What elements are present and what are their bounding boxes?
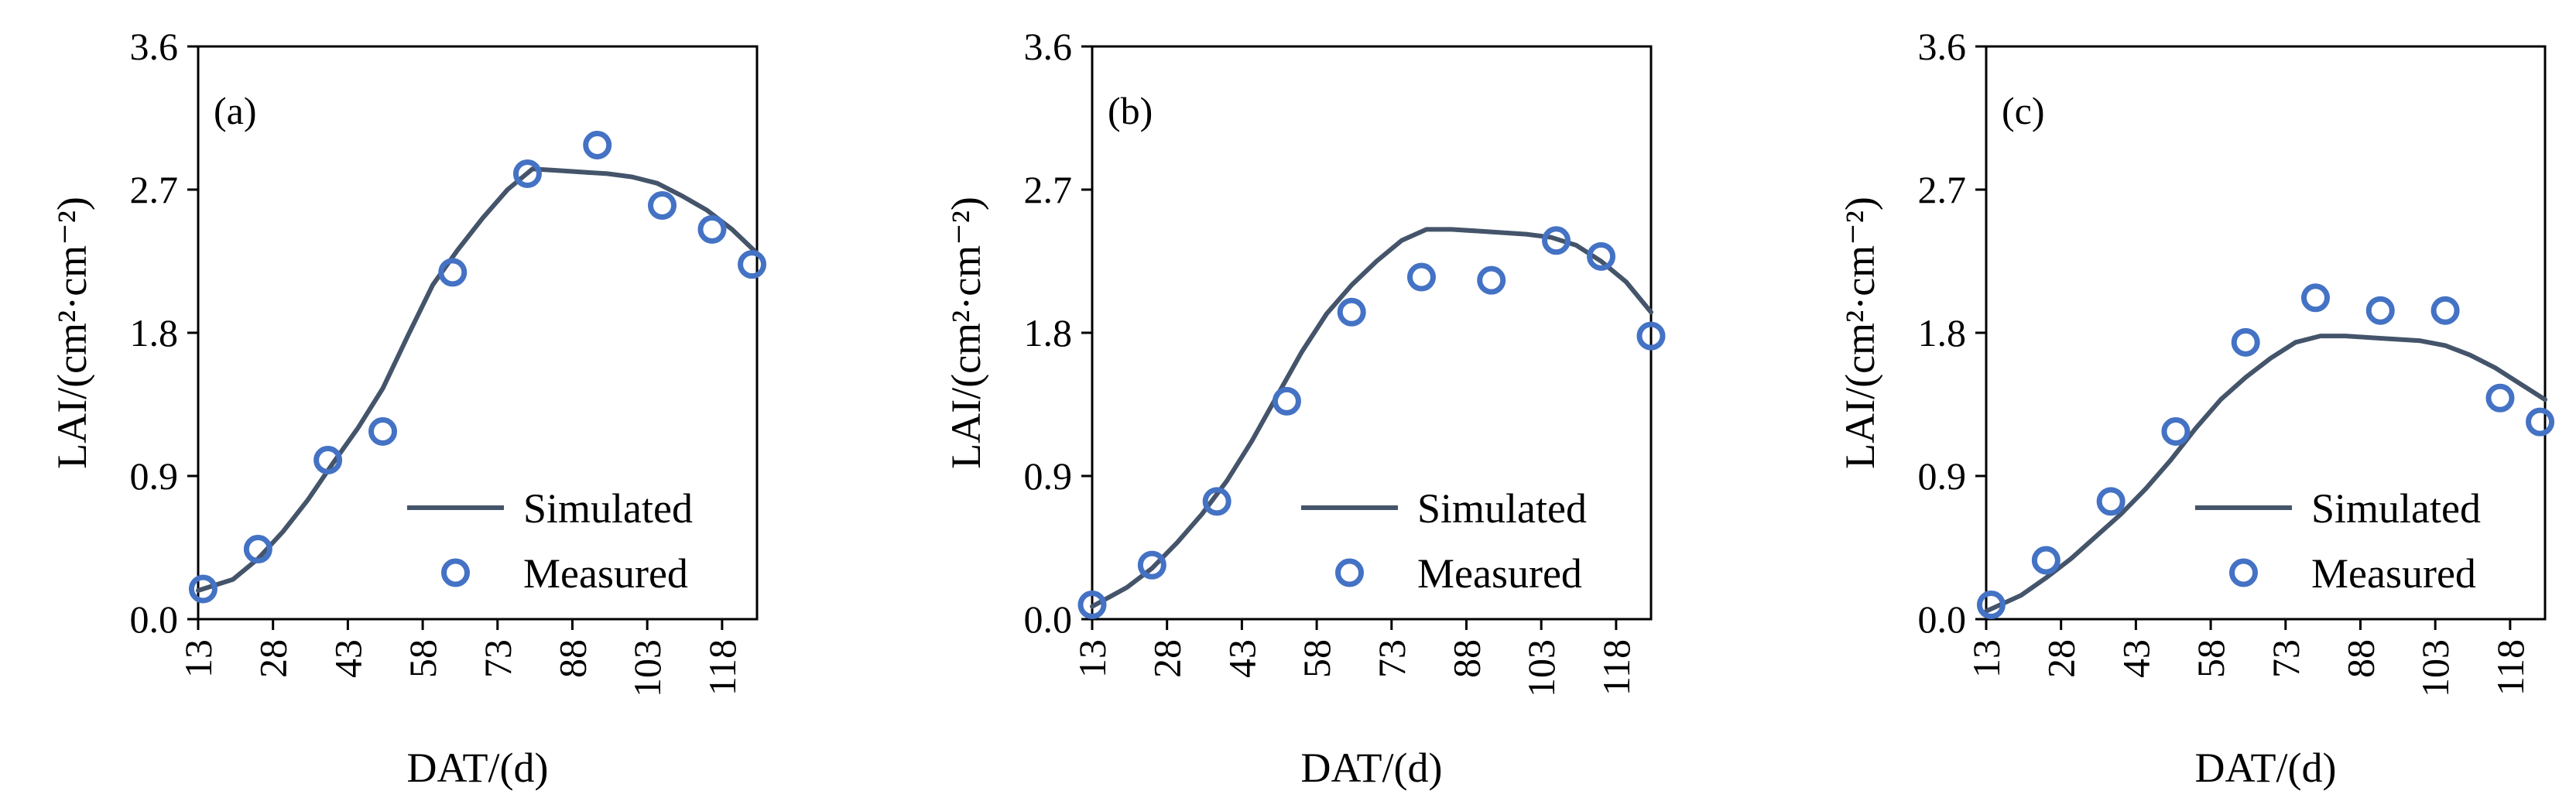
y-tick-label: 0.0 [130, 597, 179, 641]
y-tick-label: 3.6 [130, 25, 179, 68]
measured-point [188, 574, 218, 604]
y-tick-label: 0.9 [130, 454, 179, 498]
y-tick-label: 2.7 [1918, 168, 1967, 211]
x-tick-label: 28 [1146, 639, 1189, 678]
measured-point [313, 445, 343, 474]
y-tick-label: 1.8 [130, 311, 179, 354]
panel-label: (b) [1108, 89, 1153, 132]
y-tick-label: 2.7 [130, 168, 179, 211]
measured-point [738, 250, 767, 279]
measured-point [2365, 296, 2395, 325]
measured-point [512, 159, 542, 188]
x-tick-label: 88 [1444, 639, 1488, 678]
measured-point [2031, 546, 2060, 575]
x-tick-label: 13 [1965, 639, 2008, 678]
measured-point [1636, 321, 1666, 351]
x-tick-label: 88 [2338, 639, 2382, 678]
y-tick-label: 3.6 [1024, 25, 1073, 68]
measured-point [697, 214, 727, 244]
simulated-line [196, 166, 759, 593]
x-tick-label: 28 [2040, 639, 2083, 678]
x-tick-label: 58 [401, 639, 444, 678]
measured-point [2485, 383, 2515, 413]
measured-point [1077, 591, 1107, 619]
legend-measured-label: Measured [2311, 550, 2476, 597]
y-tick-label: 2.7 [1024, 168, 1073, 211]
x-axis-title: DAT/(d) [407, 745, 549, 791]
x-tick-label: 43 [2114, 639, 2157, 678]
measured-point [648, 191, 677, 221]
panel-c: 0.0 0.9 1.8 2.7 3.6 13 28 43 58 73 88 103 118 DAT/(d)… [1837, 25, 2555, 791]
legend-simulated-label: Simulated [2311, 485, 2481, 532]
measured-point [583, 130, 612, 159]
x-tick-label: 58 [2189, 639, 2232, 678]
panel-a: 0.0 0.9 1.8 2.7 3.6 13 28 43 58 73 88 103 118 DAT/(d)… [49, 25, 767, 791]
x-tick-label: 73 [2264, 639, 2307, 678]
measured-point [1477, 265, 1506, 295]
y-axis-title: LAI/(cm²·cm⁻²) [943, 197, 989, 469]
plot-area [1985, 45, 2547, 621]
x-axis-title: DAT/(d) [2195, 745, 2337, 791]
legend-measured-swatch [1335, 558, 1364, 587]
x-tick-label: 13 [1070, 639, 1114, 678]
x-tick-label: 13 [176, 639, 220, 678]
y-tick-label: 0.0 [1024, 597, 1073, 641]
y-tick-label: 3.6 [1918, 25, 1967, 68]
legend-measured-label: Measured [1417, 550, 1582, 597]
legend-measured-swatch [2229, 558, 2258, 587]
measured-point [1202, 487, 1231, 516]
x-tick-label: 103 [1519, 639, 1563, 697]
measured-point [2526, 407, 2555, 437]
measured-point [1976, 591, 2006, 619]
y-tick-label: 1.8 [1024, 311, 1073, 354]
legend-simulated-label: Simulated [1417, 485, 1587, 532]
x-tick-label: 118 [1595, 639, 1638, 696]
x-tick-label: 88 [550, 639, 594, 678]
measured-point [1337, 297, 1366, 327]
y-axis-title: LAI/(cm²·cm⁻²) [1837, 197, 1883, 469]
x-tick-label: 73 [476, 639, 519, 678]
x-tick-label: 118 [2489, 639, 2532, 696]
measured-point [2231, 327, 2260, 357]
panel-b: 0.0 0.9 1.8 2.7 3.6 13 28 43 58 73 88 103 118 DAT/(d)… [943, 25, 1666, 791]
measured-point [2096, 487, 2126, 516]
panel-label: (a) [214, 89, 257, 132]
x-axis-title: DAT/(d) [1301, 745, 1443, 791]
measured-point [368, 416, 398, 446]
measured-point [438, 258, 468, 287]
legend-measured-label: Measured [523, 550, 688, 597]
y-tick-label: 1.8 [1918, 311, 1967, 354]
measured-point [1587, 241, 1616, 271]
y-axis-title: LAI/(cm²·cm⁻²) [49, 197, 95, 469]
y-tick-label: 0.9 [1024, 454, 1073, 498]
x-tick-label: 73 [1370, 639, 1413, 678]
measured-point [1137, 550, 1166, 580]
x-tick-label: 58 [1295, 639, 1338, 678]
measured-point [2161, 416, 2191, 446]
y-tick-label: 0.9 [1918, 454, 1967, 498]
y-tick-label: 0.0 [1918, 597, 1967, 641]
legend-simulated-label: Simulated [523, 485, 693, 532]
measured-point [2430, 296, 2460, 325]
panel-label: (c) [2002, 89, 2045, 132]
x-tick-label: 103 [2413, 639, 2457, 697]
measured-point [1272, 386, 1301, 416]
measured-point [1406, 262, 1436, 292]
x-tick-label: 118 [701, 639, 744, 696]
measured-point [1542, 226, 1571, 255]
legend-measured-swatch [441, 558, 470, 587]
x-tick-label: 28 [252, 639, 295, 678]
x-tick-label: 43 [1220, 639, 1263, 678]
measured-point [2300, 283, 2330, 313]
x-tick-label: 43 [326, 639, 369, 678]
plot-area [1091, 45, 1653, 621]
measured-point [243, 535, 272, 564]
simulated-line [1090, 227, 1653, 609]
simulated-line [1984, 334, 2547, 614]
x-tick-label: 103 [625, 639, 669, 697]
